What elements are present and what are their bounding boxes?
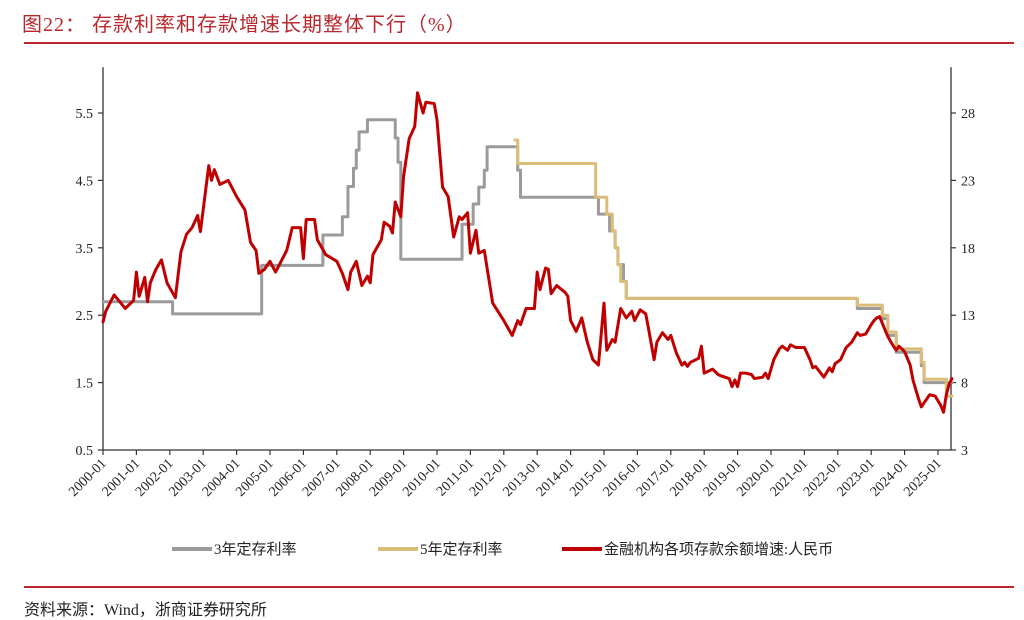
legend-swatch-3yr: [172, 546, 212, 551]
legend-swatch-5yr: [378, 546, 418, 551]
left-axis-tick-label: 3.5: [76, 242, 94, 257]
right-axis-tick-label: 18: [961, 242, 975, 257]
series-line-5yr-deposit-rate: [513, 138, 954, 398]
left-axis-tick-label: 2.5: [76, 309, 94, 324]
right-axis-tick-label: 28: [961, 107, 975, 122]
legend-swatch-deposit-growth: [562, 546, 602, 551]
legend-label-3yr: 3年定存利率: [214, 542, 297, 558]
tick-labels: 0.51.52.53.54.55.538131823282000-012001-…: [66, 107, 975, 500]
legend-item-5yr: 5年定存利率: [378, 538, 503, 559]
right-axis-tick-label: 8: [961, 377, 968, 392]
right-axis-tick-label: 3: [961, 444, 968, 459]
left-axis-tick-label: 5.5: [76, 107, 94, 122]
legend-label-deposit-growth: 金融机构各项存款余额增速:人民币: [604, 542, 834, 558]
legend-item-deposit-growth: 金融机构各项存款余额增速:人民币: [562, 538, 833, 559]
source-note: 资料来源：Wind，浙商证券研究所: [24, 602, 267, 619]
series-line-3yr-deposit-rate: [101, 118, 954, 385]
x-axis-tick-label: 2025-01: [901, 456, 945, 500]
legend-label-5yr: 5年定存利率: [420, 542, 503, 558]
left-axis-tick-label: 0.5: [76, 444, 94, 459]
series-lines: [101, 91, 954, 414]
axes: [98, 67, 956, 455]
chart-title: 图22： 存款利率和存款增速长期整体下行（%）: [22, 14, 467, 36]
footer-divider: [24, 586, 1014, 588]
left-axis-tick-label: 4.5: [76, 174, 94, 189]
right-axis-tick-label: 13: [961, 309, 975, 324]
right-axis-tick-label: 23: [961, 174, 975, 189]
series-line-deposit-growth: [101, 91, 954, 414]
title-divider: [24, 42, 1014, 44]
left-axis-tick-label: 1.5: [76, 377, 94, 392]
legend-item-3yr: 3年定存利率: [172, 538, 297, 559]
